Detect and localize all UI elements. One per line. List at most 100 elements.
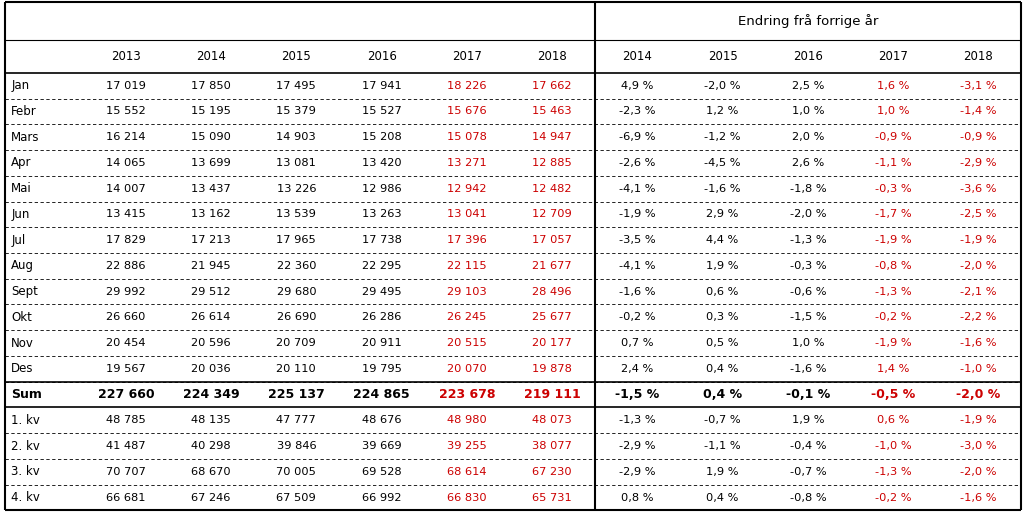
Text: 67 509: 67 509 [276, 493, 316, 503]
Text: -3,6 %: -3,6 % [961, 184, 996, 194]
Text: -1,3 %: -1,3 % [874, 287, 911, 296]
Text: 38 077: 38 077 [532, 441, 572, 451]
Text: -1,3 %: -1,3 % [790, 235, 826, 245]
Text: 15 379: 15 379 [276, 106, 316, 116]
Text: 20 070: 20 070 [446, 364, 486, 374]
Text: 224 349: 224 349 [183, 388, 240, 401]
Text: 0,6 %: 0,6 % [877, 415, 909, 425]
Text: 70 005: 70 005 [276, 467, 316, 477]
Text: 29 992: 29 992 [106, 287, 145, 296]
Text: 39 846: 39 846 [276, 441, 316, 451]
Text: 29 512: 29 512 [191, 287, 231, 296]
Text: 68 614: 68 614 [447, 467, 486, 477]
Text: 26 690: 26 690 [276, 312, 316, 323]
Text: 17 662: 17 662 [532, 81, 571, 91]
Text: 29 495: 29 495 [361, 287, 401, 296]
Text: 0,4 %: 0,4 % [707, 364, 738, 374]
Text: -6,9 %: -6,9 % [620, 132, 655, 142]
Text: 26 660: 26 660 [106, 312, 145, 323]
Text: -1,9 %: -1,9 % [959, 235, 996, 245]
Text: 12 986: 12 986 [361, 184, 401, 194]
Text: 0,4 %: 0,4 % [703, 388, 742, 401]
Text: 2016: 2016 [793, 50, 822, 63]
Text: -0,1 %: -0,1 % [785, 388, 829, 401]
Text: -1,5 %: -1,5 % [615, 388, 659, 401]
Text: -2,6 %: -2,6 % [620, 158, 655, 168]
Text: 224 865: 224 865 [353, 388, 410, 401]
Text: 48 135: 48 135 [191, 415, 231, 425]
Text: 17 941: 17 941 [361, 81, 401, 91]
Text: 17 213: 17 213 [191, 235, 231, 245]
Text: 2018: 2018 [538, 50, 567, 63]
Text: -0,3 %: -0,3 % [874, 184, 911, 194]
Text: 20 709: 20 709 [276, 338, 316, 348]
Text: 15 090: 15 090 [191, 132, 231, 142]
Text: 20 036: 20 036 [191, 364, 231, 374]
Text: 14 007: 14 007 [106, 184, 145, 194]
Text: -1,6 %: -1,6 % [790, 364, 826, 374]
Text: 70 707: 70 707 [105, 467, 145, 477]
Text: 22 115: 22 115 [447, 261, 486, 271]
Text: 2. kv: 2. kv [11, 440, 40, 453]
Text: 2013: 2013 [111, 50, 140, 63]
Text: 1,4 %: 1,4 % [877, 364, 909, 374]
Text: 2016: 2016 [367, 50, 396, 63]
Text: 13 699: 13 699 [191, 158, 231, 168]
Text: 17 057: 17 057 [532, 235, 572, 245]
Text: -0,2 %: -0,2 % [620, 312, 655, 323]
Text: 25 677: 25 677 [532, 312, 572, 323]
Text: 21 677: 21 677 [532, 261, 572, 271]
Text: Sum: Sum [11, 388, 42, 401]
Text: 20 515: 20 515 [446, 338, 486, 348]
Text: 227 660: 227 660 [97, 388, 155, 401]
Text: -0,9 %: -0,9 % [874, 132, 911, 142]
Text: 0,3 %: 0,3 % [707, 312, 739, 323]
Text: 0,6 %: 0,6 % [707, 287, 738, 296]
Text: 48 073: 48 073 [532, 415, 572, 425]
Text: 13 226: 13 226 [276, 184, 316, 194]
Text: 4,9 %: 4,9 % [622, 81, 653, 91]
Text: 4. kv: 4. kv [11, 491, 40, 504]
Text: -1,6 %: -1,6 % [620, 287, 655, 296]
Text: Jul: Jul [11, 233, 26, 247]
Text: -1,6 %: -1,6 % [961, 338, 996, 348]
Text: 219 111: 219 111 [523, 388, 581, 401]
Text: Sept: Sept [11, 285, 38, 298]
Text: 67 246: 67 246 [191, 493, 230, 503]
Text: -1,8 %: -1,8 % [790, 184, 826, 194]
Text: 26 245: 26 245 [447, 312, 486, 323]
Text: 15 552: 15 552 [106, 106, 145, 116]
Text: 1,9 %: 1,9 % [707, 467, 739, 477]
Text: -1,1 %: -1,1 % [705, 441, 741, 451]
Text: Febr: Febr [11, 105, 37, 118]
Text: 2,5 %: 2,5 % [792, 81, 824, 91]
Text: 15 208: 15 208 [361, 132, 401, 142]
Text: 13 437: 13 437 [191, 184, 231, 194]
Text: 26 614: 26 614 [191, 312, 230, 323]
Text: 17 495: 17 495 [276, 81, 316, 91]
Text: -0,9 %: -0,9 % [959, 132, 996, 142]
Text: -3,0 %: -3,0 % [959, 441, 996, 451]
Text: -0,7 %: -0,7 % [705, 415, 741, 425]
Text: 1,0 %: 1,0 % [792, 338, 824, 348]
Text: 2014: 2014 [623, 50, 652, 63]
Text: Des: Des [11, 362, 34, 375]
Text: 1,9 %: 1,9 % [792, 415, 824, 425]
Text: 65 731: 65 731 [532, 493, 572, 503]
Text: 66 681: 66 681 [106, 493, 145, 503]
Text: 19 795: 19 795 [361, 364, 401, 374]
Text: -1,4 %: -1,4 % [961, 106, 996, 116]
Text: -1,6 %: -1,6 % [705, 184, 740, 194]
Text: 19 878: 19 878 [532, 364, 572, 374]
Text: Nov: Nov [11, 336, 34, 350]
Text: -4,1 %: -4,1 % [620, 184, 655, 194]
Text: 13 041: 13 041 [446, 209, 486, 219]
Text: 20 177: 20 177 [532, 338, 572, 348]
Text: Mai: Mai [11, 182, 32, 195]
Text: -0,5 %: -0,5 % [871, 388, 915, 401]
Text: -2,0 %: -2,0 % [790, 209, 826, 219]
Text: -1,7 %: -1,7 % [874, 209, 911, 219]
Text: 1,2 %: 1,2 % [707, 106, 738, 116]
Text: 48 980: 48 980 [446, 415, 486, 425]
Text: -0,2 %: -0,2 % [874, 493, 911, 503]
